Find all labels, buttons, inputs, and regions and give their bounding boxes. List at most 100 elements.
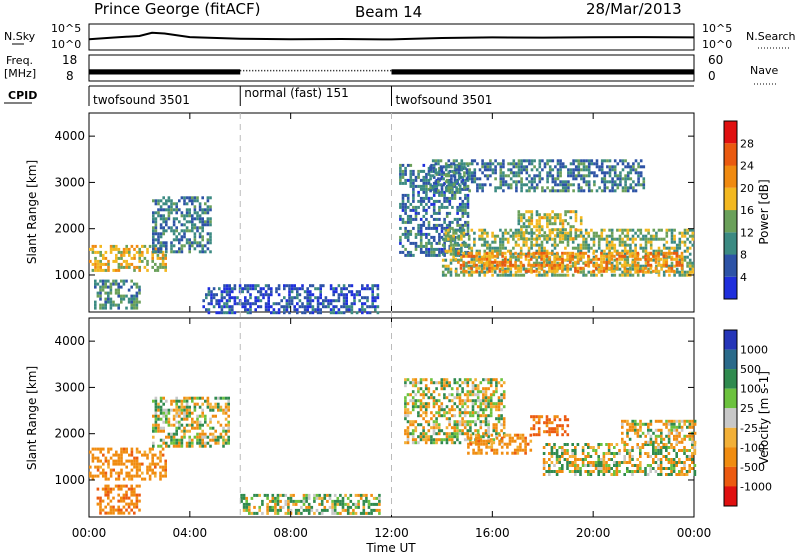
echo-cell <box>483 249 487 253</box>
echo-cell <box>464 220 467 224</box>
echo-cell <box>556 228 560 232</box>
echo-cell <box>460 231 463 235</box>
echo-cell <box>574 210 578 214</box>
echo-cell <box>474 387 477 391</box>
echo-cell <box>657 251 660 255</box>
echo-cell <box>457 237 461 241</box>
echo-cell <box>530 237 534 241</box>
echo-cell <box>532 427 536 431</box>
echo-cell <box>631 470 634 473</box>
echo-cell <box>444 249 448 253</box>
echo-cell <box>141 250 144 254</box>
echo-cell <box>571 251 575 255</box>
echo-cell <box>180 399 184 403</box>
echo-cell <box>172 223 176 227</box>
echo-cell <box>172 202 176 206</box>
echo-cell <box>487 420 490 424</box>
echo-cell <box>167 408 171 412</box>
echo-cell <box>587 461 590 464</box>
echo-cell <box>606 186 609 190</box>
echo-cell <box>175 217 178 221</box>
echo-cell <box>540 228 544 232</box>
echo-cell <box>461 390 464 394</box>
echo-cell <box>683 449 686 452</box>
echo-cell <box>159 459 162 463</box>
echo-cell <box>657 263 660 267</box>
echo-cell <box>463 378 467 382</box>
echo-cell <box>450 177 453 181</box>
echo-cell <box>170 226 173 230</box>
echo-cell <box>350 308 354 312</box>
echo-cell <box>453 426 457 430</box>
echo-cell <box>517 159 521 163</box>
echo-cell <box>283 308 286 312</box>
echo-cell <box>551 222 554 226</box>
echo-cell <box>618 470 621 473</box>
echo-cell <box>502 162 505 166</box>
echo-cell <box>546 171 549 175</box>
echo-cell <box>414 211 418 215</box>
echo-cell <box>568 251 572 255</box>
echo-cell <box>482 439 486 443</box>
echo-cell <box>99 285 102 289</box>
echo-cell <box>464 223 467 227</box>
echo-cell <box>94 262 97 266</box>
echo-cell <box>637 174 640 178</box>
echo-cell <box>460 237 463 241</box>
echo-cell <box>115 453 118 457</box>
echo-cell <box>458 396 462 400</box>
echo-cell <box>419 250 423 254</box>
echo-cell <box>558 455 561 458</box>
echo-cell <box>448 423 451 427</box>
echo-cell <box>579 243 583 247</box>
echo-cell <box>691 264 695 268</box>
echo-cell <box>271 499 275 503</box>
echo-cell <box>130 297 133 301</box>
echo-cell <box>624 183 627 187</box>
echo-cell <box>164 468 167 472</box>
echo-cell <box>558 424 562 428</box>
echo-cell <box>357 493 360 497</box>
echo-cell <box>473 168 477 172</box>
echo-cell <box>479 408 483 412</box>
echo-cell <box>157 199 160 203</box>
echo-cell <box>548 418 551 422</box>
echo-cell <box>450 186 453 190</box>
echo-cell <box>639 470 642 473</box>
echo-cell <box>138 256 141 260</box>
echo-cell <box>579 246 583 250</box>
echo-cell <box>112 505 115 509</box>
echo-cell <box>401 208 405 212</box>
echo-cell <box>246 308 250 312</box>
echo-cell <box>206 441 210 445</box>
echo-cell <box>647 237 650 241</box>
echo-cell <box>419 196 423 200</box>
echo-cell <box>104 487 107 491</box>
echo-cell <box>522 216 526 220</box>
echo-cell <box>172 232 176 236</box>
echo-cell <box>564 234 567 238</box>
echo-cell <box>543 234 546 238</box>
echo-cell <box>598 186 601 190</box>
echo-cell <box>580 186 583 190</box>
echo-cell <box>626 263 629 267</box>
echo-cell <box>450 399 454 403</box>
echo-cell <box>248 505 251 509</box>
echo-cell <box>683 464 686 467</box>
echo-cell <box>225 299 229 303</box>
echo-cell <box>157 414 160 418</box>
echo-cell <box>615 443 619 446</box>
echo-cell <box>404 378 407 382</box>
echo-cell <box>469 426 472 430</box>
echo-cell <box>267 308 270 312</box>
echo-cell <box>404 178 407 182</box>
echo-cell <box>162 429 165 433</box>
echo-cell <box>657 446 660 449</box>
echo-cell <box>211 408 215 412</box>
echo-cell <box>457 249 461 253</box>
echo-cell <box>542 452 546 455</box>
echo-cell <box>135 306 139 310</box>
echo-cell <box>419 378 423 382</box>
echo-cell <box>257 284 260 288</box>
echo-cell <box>102 453 105 457</box>
